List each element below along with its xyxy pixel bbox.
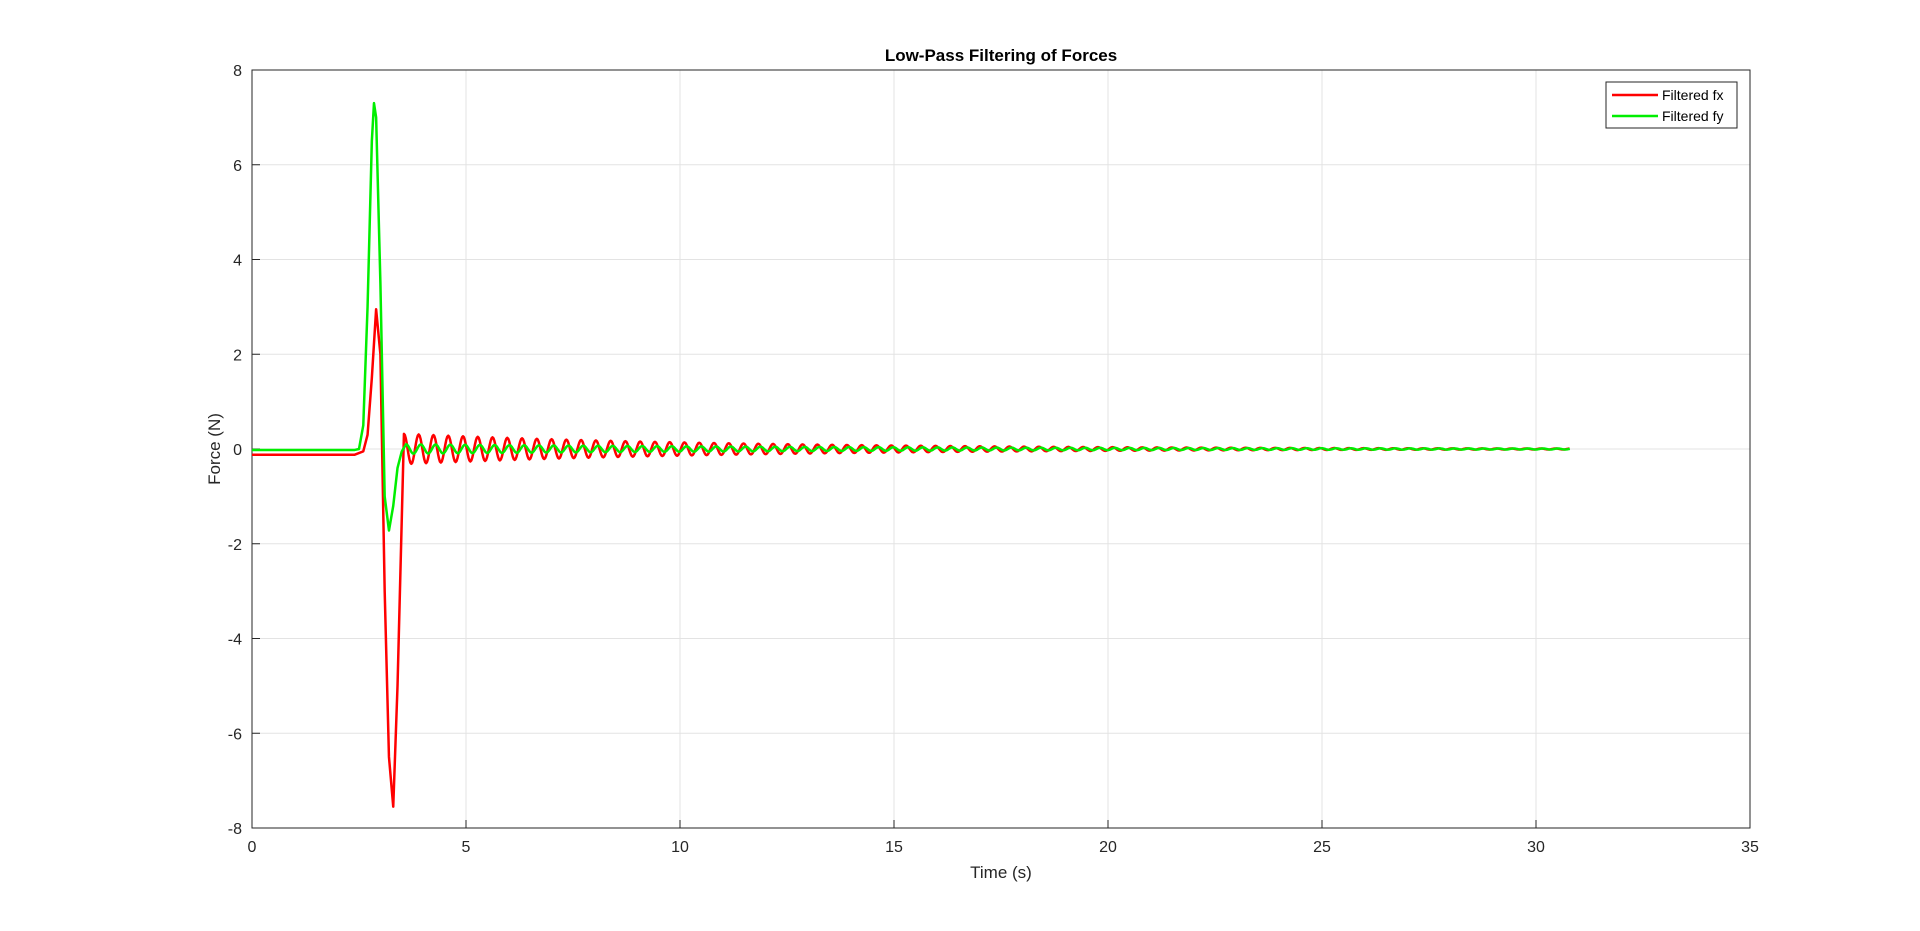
- y-tick-label: -4: [228, 632, 242, 649]
- x-tick-label: 15: [885, 839, 903, 856]
- y-tick-label: -2: [228, 537, 242, 554]
- x-tick-label: 10: [671, 839, 689, 856]
- y-tick-label: 6: [233, 158, 242, 175]
- legend-box: [1605, 81, 1738, 129]
- y-tick-label: 8: [233, 63, 242, 80]
- x-tick-label: 35: [1741, 839, 1759, 856]
- y-axis-label: Force (N): [205, 413, 224, 485]
- chart-title: Low-Pass Filtering of Forces: [885, 46, 1117, 65]
- y-tick-label: -6: [228, 726, 242, 743]
- legend: Filtered fx Filtered fy: [1605, 81, 1738, 129]
- x-tick-label: 30: [1527, 839, 1545, 856]
- legend-label-fy: Filtered fy: [1662, 108, 1723, 124]
- y-tick-label: 4: [233, 253, 242, 270]
- x-tick-label: 20: [1099, 839, 1117, 856]
- y-tick-label: 2: [233, 347, 242, 364]
- x-tick-label: 25: [1313, 839, 1331, 856]
- x-tick-label: 0: [248, 839, 257, 856]
- x-axis-label: Time (s): [970, 863, 1032, 882]
- series-line-filtered-fy: [252, 101, 1571, 532]
- series-line-filtered-fx: [252, 307, 1570, 808]
- series-lines: [252, 101, 1571, 808]
- y-tick-label: -8: [228, 821, 242, 838]
- y-tick-label: 0: [233, 442, 242, 459]
- legend-label-fx: Filtered fx: [1662, 87, 1723, 103]
- x-tick-label: 5: [462, 839, 471, 856]
